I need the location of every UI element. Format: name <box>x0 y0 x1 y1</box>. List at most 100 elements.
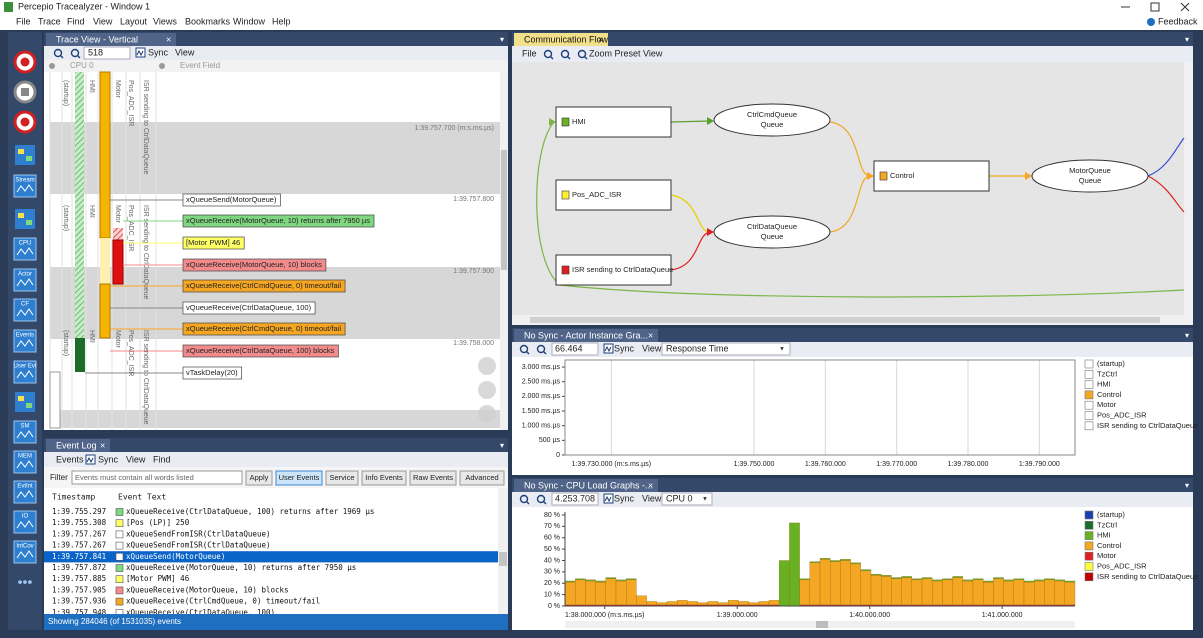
menu-item[interactable]: Window <box>233 16 266 26</box>
panel-tab[interactable] <box>514 329 658 342</box>
filter-input[interactable] <box>71 470 243 485</box>
legend-swatch[interactable] <box>1084 551 1094 561</box>
menu-item[interactable]: File <box>16 16 31 26</box>
zoom-icon[interactable] <box>536 494 546 504</box>
legend-swatch[interactable] <box>1084 380 1094 389</box>
zoom-round-button[interactable] <box>478 381 496 399</box>
view-button[interactable] <box>13 510 37 534</box>
legend-swatch[interactable] <box>1084 369 1094 379</box>
filter-button[interactable] <box>275 470 323 486</box>
view-button[interactable] <box>13 268 37 292</box>
row-text[interactable]: xQueueReceive(CtrlDataQueue, 100) return… <box>126 507 374 516</box>
menu-item[interactable]: Bookmarks <box>185 16 231 26</box>
legend-swatch[interactable] <box>1084 541 1094 551</box>
view-menu[interactable]: View <box>642 343 662 353</box>
row-time[interactable]: 1:39.757.885 <box>52 574 106 583</box>
toolbar-item[interactable]: View <box>643 48 663 58</box>
view-icon[interactable] <box>15 145 35 165</box>
filter-button[interactable] <box>459 470 505 486</box>
menu-item[interactable]: View <box>93 16 113 26</box>
sync[interactable]: Sync <box>614 343 635 353</box>
queue-node[interactable] <box>713 215 831 249</box>
row-time[interactable]: 1:39.755.308 <box>52 518 107 527</box>
actor-node[interactable] <box>873 160 990 192</box>
tab-close[interactable]: × <box>648 330 653 340</box>
legend-swatch[interactable] <box>1084 562 1094 571</box>
legend-swatch[interactable] <box>1084 400 1094 410</box>
row-text[interactable]: xQueueSend(MotorQueue) <box>126 552 225 561</box>
toolbar-item[interactable]: View <box>126 454 146 464</box>
toolbar-item[interactable]: File <box>522 48 537 58</box>
zoom-box[interactable] <box>83 46 131 60</box>
row-text[interactable]: [Motor PWM] 46 <box>126 574 190 583</box>
zoom-round-button[interactable] <box>478 405 496 423</box>
row-text[interactable]: xQueueReceive(MotorQueue, 10) blocks <box>126 585 289 594</box>
zoom-icon[interactable] <box>560 49 570 59</box>
row-text[interactable]: xQueueReceive(CtrlCmdQueue, 0) timeout/f… <box>126 597 320 606</box>
legend-swatch[interactable] <box>1084 572 1094 582</box>
row-text[interactable]: xQueueSendFromISR(CtrlDataQueue) <box>126 541 271 550</box>
view-button[interactable] <box>13 540 37 564</box>
filter-button[interactable] <box>361 470 407 486</box>
zoom-icon[interactable] <box>577 49 587 59</box>
actor-node[interactable] <box>555 106 672 138</box>
view-button[interactable] <box>13 360 37 384</box>
sync[interactable]: Sync <box>614 493 635 503</box>
view-icon[interactable] <box>15 392 35 412</box>
view-menu[interactable]: View <box>642 493 662 503</box>
scroll-thumb[interactable] <box>501 150 507 270</box>
view-menu[interactable]: View <box>175 47 195 57</box>
panel-menu[interactable]: ▾ <box>1185 481 1189 490</box>
zoom-icon[interactable] <box>519 344 529 354</box>
view-button[interactable] <box>13 237 37 261</box>
cpu-box[interactable] <box>661 492 713 506</box>
view-icon[interactable] <box>15 209 35 229</box>
tab-close[interactable]: × <box>648 480 653 490</box>
menu-item[interactable]: Views <box>153 16 177 26</box>
sync[interactable]: Sync <box>148 47 169 57</box>
zoom-icon[interactable] <box>519 494 529 504</box>
panel-tab[interactable] <box>514 479 658 492</box>
row-text[interactable]: [Pos (LP)] 250 <box>126 518 190 527</box>
view-button[interactable] <box>13 420 37 444</box>
view-button[interactable] <box>13 174 37 198</box>
menu-item[interactable]: Help <box>272 16 291 26</box>
row-time[interactable]: 1:39.757.905 <box>52 585 106 594</box>
tab-close[interactable]: × <box>166 34 171 44</box>
panel-menu[interactable]: ▾ <box>1185 35 1189 44</box>
row-text[interactable]: xQueueReceive(CtrlDataQueue, 100) <box>126 608 275 617</box>
view-button[interactable] <box>13 450 37 474</box>
queue-node[interactable] <box>713 103 831 137</box>
zoom-icon[interactable] <box>53 48 63 58</box>
feedback[interactable]: Feedback <box>1158 16 1198 26</box>
row-time[interactable]: 1:39.755.297 <box>52 507 106 516</box>
scroll-thumb[interactable] <box>499 552 507 566</box>
selected-row[interactable] <box>44 551 498 563</box>
view-button[interactable] <box>13 298 37 322</box>
scroll-thumb[interactable] <box>530 317 1160 323</box>
menu-item[interactable]: Layout <box>120 16 148 26</box>
legend-swatch[interactable] <box>1084 531 1094 540</box>
panel-menu[interactable]: ▾ <box>500 441 504 450</box>
filter-button[interactable] <box>325 470 359 486</box>
zoom-icon[interactable] <box>543 49 553 59</box>
legend-swatch[interactable] <box>1084 411 1094 420</box>
menu-item[interactable]: Trace <box>38 16 61 26</box>
more-views[interactable]: ••• <box>18 574 33 590</box>
queue-node[interactable] <box>1031 159 1149 193</box>
legend-swatch[interactable] <box>1084 359 1094 369</box>
legend-swatch[interactable] <box>1084 390 1094 400</box>
panel-menu[interactable]: ▾ <box>1185 331 1189 340</box>
scroll-thumb[interactable] <box>816 621 828 628</box>
zoom-icon[interactable] <box>70 48 80 58</box>
row-text[interactable]: xQueueSendFromISR(CtrlDataQueue) <box>126 529 271 538</box>
legend-swatch[interactable] <box>1084 421 1094 431</box>
view-button[interactable] <box>13 480 37 504</box>
zoom-box[interactable] <box>551 492 599 506</box>
legend-swatch[interactable] <box>1084 520 1094 530</box>
row-time[interactable]: 1:39.757.948 <box>52 608 107 617</box>
row-time[interactable]: 1:39.757.267 <box>52 529 106 538</box>
zoom-round-button[interactable] <box>478 357 496 375</box>
panel-tab[interactable] <box>46 33 176 46</box>
row-time[interactable]: 1:39.757.936 <box>52 597 107 606</box>
